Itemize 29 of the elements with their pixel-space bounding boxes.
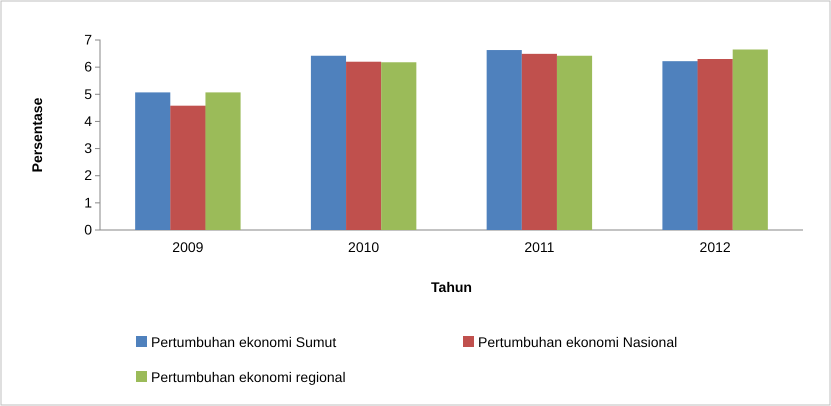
y-tick-label: 4	[84, 112, 92, 129]
bar	[205, 92, 241, 230]
y-tick-label: 5	[84, 86, 92, 102]
y-tick-label: 6	[84, 58, 92, 75]
bar	[310, 56, 346, 230]
x-tick-label: 2009	[172, 238, 204, 255]
bar	[698, 59, 733, 230]
bar	[381, 62, 416, 230]
bar	[522, 54, 557, 230]
x-tick-label: 2011	[524, 238, 555, 255]
bar	[346, 62, 382, 230]
legend-label: Pertumbuhan ekonomi regional	[151, 369, 346, 385]
bar	[135, 92, 170, 230]
y-tick-label: 3	[84, 140, 92, 156]
legend-label: Pertumbuhan ekonomi Sumut	[151, 334, 336, 350]
legend-label: Pertumbuhan ekonomi Nasional	[478, 334, 678, 350]
y-tick-label: 1	[84, 194, 92, 210]
bar	[170, 106, 206, 230]
y-axis-title: Persentase	[29, 97, 45, 172]
x-tick-label: 2012	[700, 238, 731, 255]
y-tick-label: 7	[84, 31, 92, 48]
y-tick-label: 0	[84, 221, 92, 238]
bar	[662, 61, 698, 230]
bar	[486, 50, 522, 230]
x-axis-title: Tahun	[431, 279, 472, 295]
y-tick-label: 2	[84, 167, 92, 184]
x-tick-label: 2010	[348, 238, 380, 255]
bar	[732, 50, 768, 230]
bar	[556, 56, 592, 230]
